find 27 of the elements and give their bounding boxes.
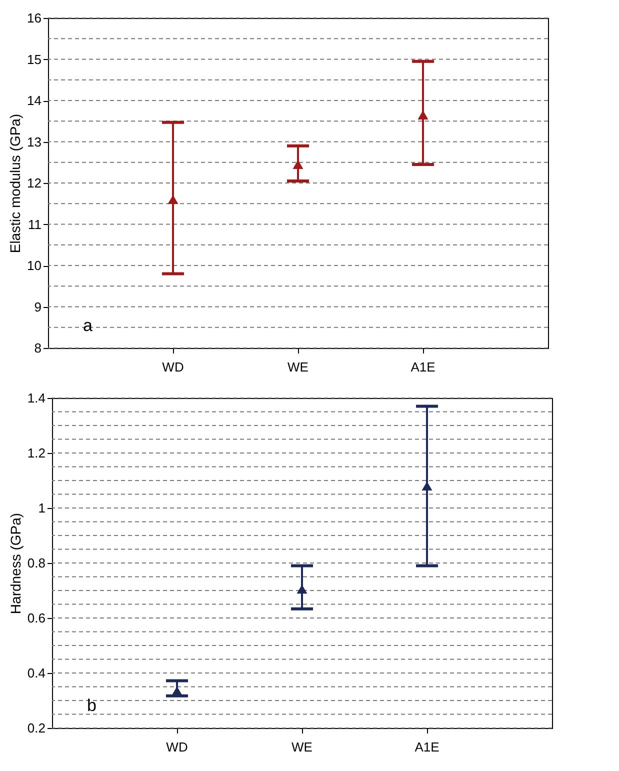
annotation: a (83, 316, 93, 335)
y-tick-label: 0.6 (27, 610, 46, 626)
y-tick-label: 13 (27, 134, 42, 150)
y-tick-label: 1.4 (27, 390, 46, 406)
y-tick-label: 1 (38, 500, 46, 516)
x-tick-label: A1E (414, 740, 440, 754)
x-tick-label: A1E (410, 360, 436, 374)
y-tick-label: 8 (34, 340, 42, 356)
y-tick-label: 0.4 (27, 666, 46, 680)
y-tick-label: 10 (27, 258, 42, 273)
y-tick-label: 14 (27, 93, 42, 108)
y-tick-label: 1.2 (27, 446, 46, 460)
annotation: b (87, 696, 96, 715)
y-tick-label: 12 (27, 176, 42, 190)
y-tick-label: 16 (27, 10, 42, 26)
y-tick-label: 0.2 (27, 720, 46, 736)
x-tick-label: WD (162, 360, 184, 374)
y-tick-label: 15 (27, 52, 42, 67)
y-axis-title: Hardness (GPa) (7, 512, 24, 614)
point (296, 584, 308, 594)
x-tick-label: WE (292, 740, 313, 754)
y-tick-label: 9 (34, 299, 42, 314)
y-tick-label: 0.8 (27, 556, 46, 570)
x-tick-label: WD (166, 740, 188, 754)
y-tick-label: 11 (28, 216, 42, 232)
x-tick-label: WE (288, 360, 309, 374)
y-axis-title: Elastic modulus (GPa) (7, 114, 24, 254)
